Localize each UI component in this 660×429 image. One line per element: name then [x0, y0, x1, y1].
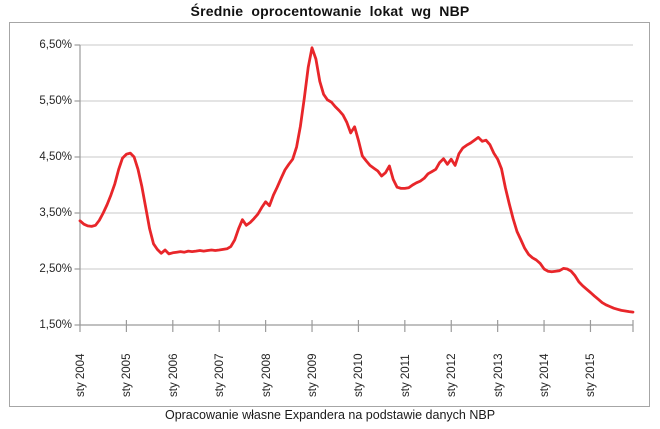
- deposit-rate-line: [78, 46, 635, 314]
- y-axis-label: 6,50%: [39, 38, 72, 51]
- x-axis-label: sty 2014: [539, 353, 552, 397]
- x-axis-label: sty 2010: [353, 353, 366, 397]
- y-axis-label: 3,50%: [39, 206, 72, 219]
- x-axis-label: sty 2008: [260, 353, 273, 397]
- y-axis-label: 5,50%: [39, 94, 72, 107]
- x-axis-label: sty 2004: [75, 353, 87, 397]
- x-axis-label: sty 2007: [214, 353, 227, 397]
- y-axis-label: 2,50%: [39, 262, 72, 275]
- chart-frame: [9, 22, 650, 407]
- x-axis-label: sty 2015: [585, 353, 598, 397]
- x-axis-label: sty 2013: [492, 353, 505, 397]
- x-axis-label: sty 2012: [446, 353, 459, 397]
- x-axis-label: sty 2009: [307, 353, 320, 397]
- y-axis-label: 4,50%: [39, 150, 72, 163]
- x-axis-label: sty 2006: [167, 353, 180, 397]
- y-axis-label: 1,50%: [39, 318, 72, 331]
- x-axis-label: sty 2011: [399, 354, 412, 397]
- x-axis-label: sty 2005: [121, 353, 134, 397]
- chart-source-caption: Opracowanie własne Expandera na podstawi…: [164, 408, 496, 422]
- chart-title: Średnie oprocentowanie lokat wg NBP: [190, 3, 470, 19]
